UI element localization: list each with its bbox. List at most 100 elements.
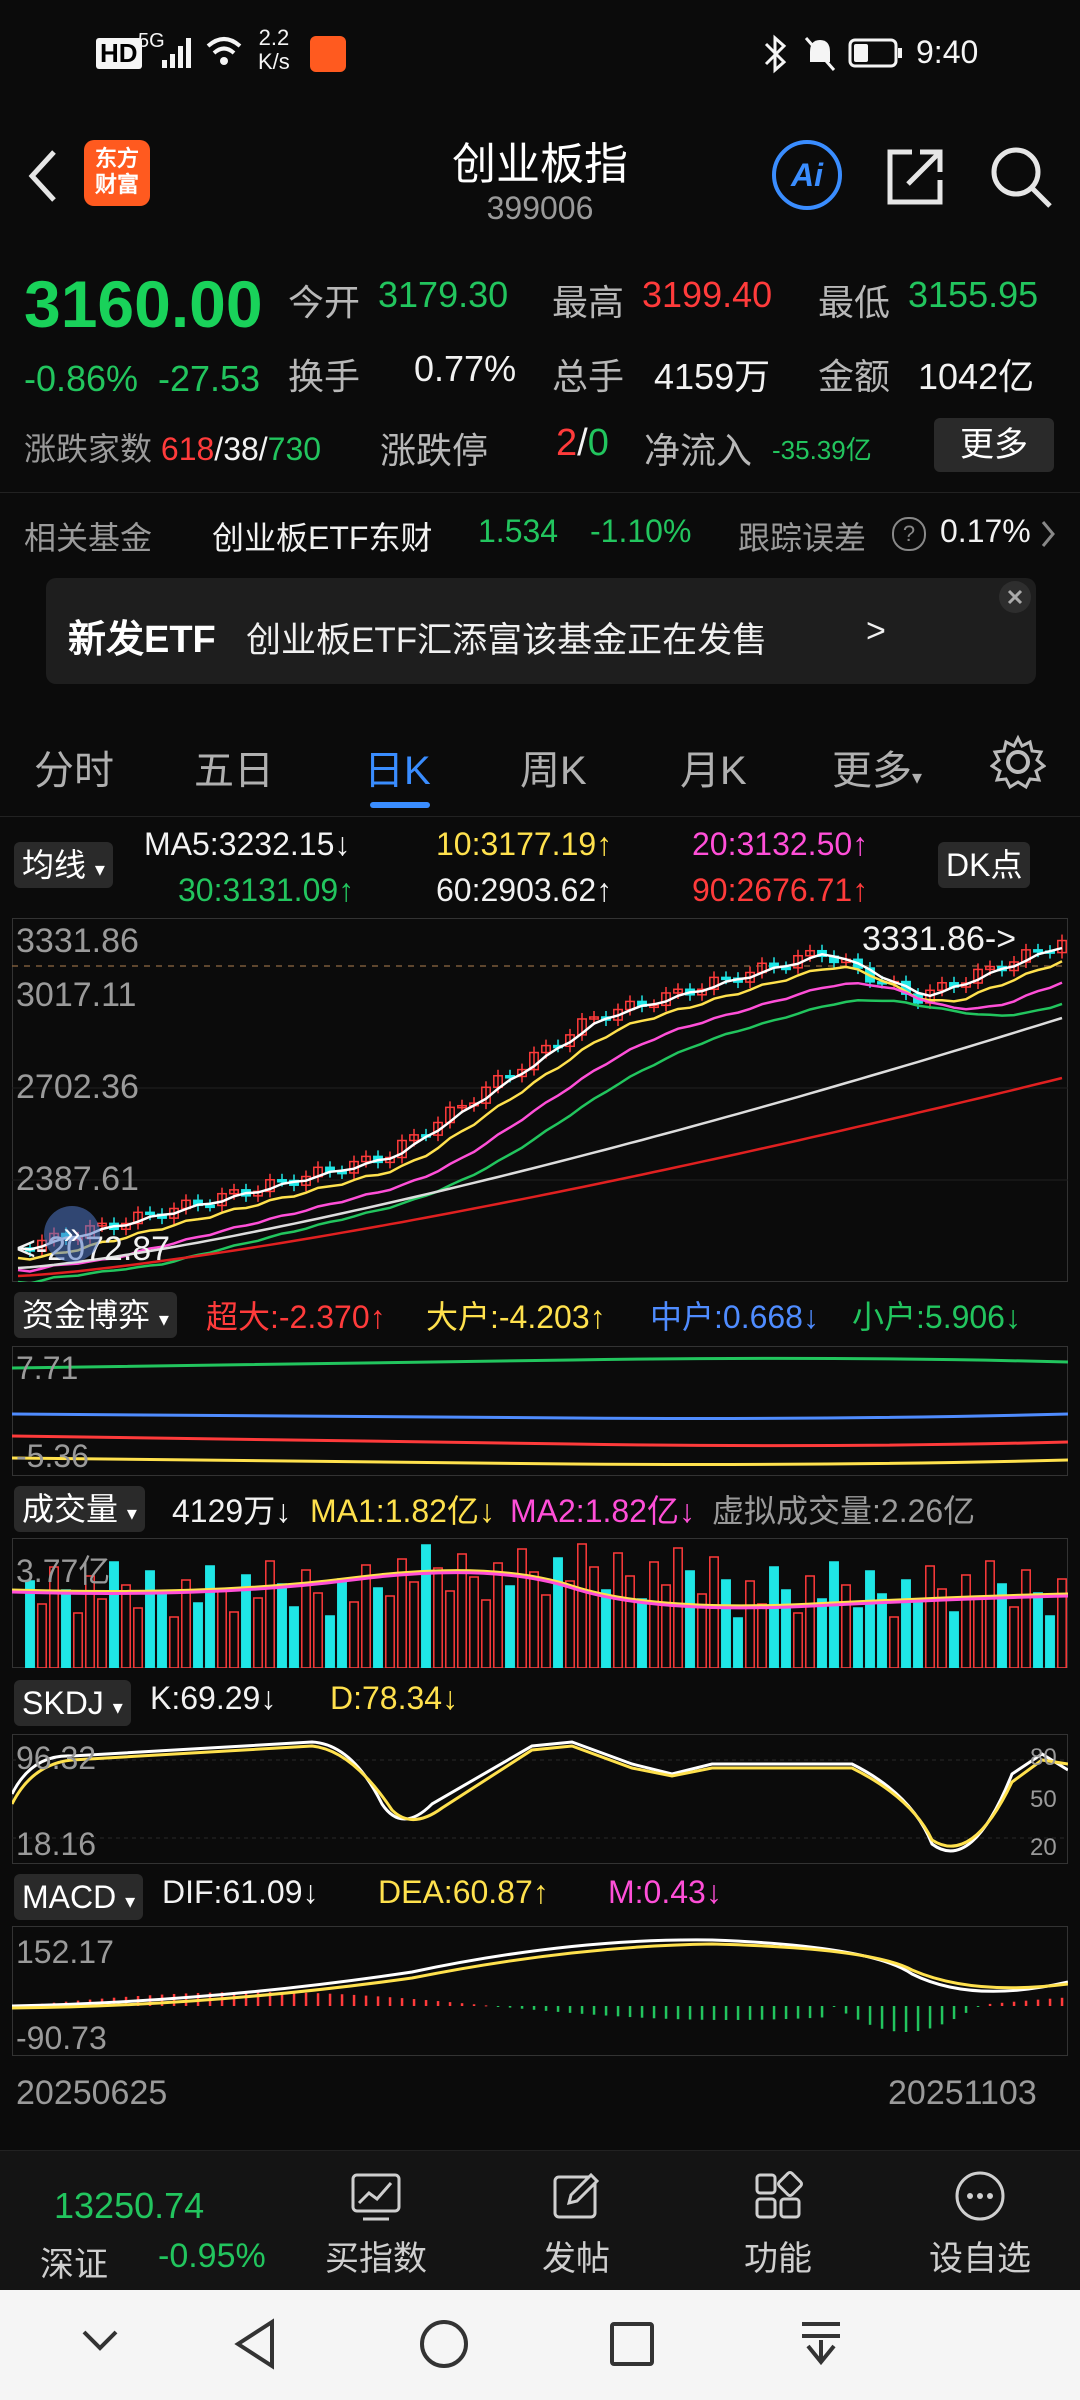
caret-down-icon: ▾ xyxy=(125,1891,136,1913)
ma20-legend: 20:3132.50↑ xyxy=(692,826,869,862)
macd-bar xyxy=(556,2006,560,2012)
volume-bar xyxy=(505,1585,515,1668)
volume-bar xyxy=(73,1612,83,1668)
volume-bar xyxy=(1021,1569,1031,1668)
volume-bar xyxy=(121,1584,131,1668)
dk-point-toggle[interactable]: DK点 xyxy=(938,842,1031,888)
macd-bar xyxy=(628,2006,632,2018)
macd-bar xyxy=(316,1993,320,2006)
moving-average-line-2 xyxy=(17,960,1063,1261)
caret-down-icon: ▾ xyxy=(912,767,923,789)
kline-chart[interactable] xyxy=(12,918,1068,1282)
volume-bar xyxy=(721,1579,731,1668)
nav-add-watchlist-label: 设自选 xyxy=(929,2240,1031,2278)
macd-bar xyxy=(784,2006,788,2020)
capital-chip-label: 资金博弈 xyxy=(22,1297,151,1333)
notification-pull-icon[interactable] xyxy=(796,2318,846,2370)
macd-bar xyxy=(256,1992,260,2006)
volume-bar xyxy=(469,1576,479,1668)
macd-bar xyxy=(832,2006,836,2007)
skdj-y-top: 96.32 xyxy=(16,1740,97,1776)
macd-bar xyxy=(904,2006,908,2032)
volume-bar xyxy=(385,1595,395,1668)
ma-chip-label: 均线 xyxy=(22,847,87,883)
ma5-legend: MA5:3232.15↓ xyxy=(144,826,351,862)
help-icon[interactable]: ? xyxy=(892,517,926,551)
tab-intraday[interactable]: 分时 xyxy=(34,749,114,793)
sz-index-value[interactable]: 13250.74 xyxy=(54,2185,205,2226)
volume-bar xyxy=(925,1565,935,1668)
macd-y-bottom: -90.73 xyxy=(16,2020,107,2056)
volume-bar xyxy=(529,1571,539,1668)
candle xyxy=(205,1204,215,1209)
tab-five-day[interactable]: 五日 xyxy=(194,749,274,793)
volume-bar xyxy=(145,1570,155,1668)
fund-price: 1.534 xyxy=(478,513,559,549)
super-large-legend: 超大:-2.370↑ xyxy=(206,1299,386,1335)
edit-icon xyxy=(553,2172,600,2219)
capital-selector[interactable]: 资金博弈 ▾ xyxy=(14,1292,177,1338)
network-type: 5G xyxy=(138,30,165,52)
volume-value: 4159万 xyxy=(654,356,771,397)
volume-bar xyxy=(841,1584,851,1668)
macd-bar xyxy=(988,2003,992,2006)
moving-average-line-3 xyxy=(17,981,1063,1273)
volume-bar xyxy=(493,1562,503,1668)
new-etf-banner[interactable]: 新发ETF 创业板ETF汇添富该基金正在发售 > xyxy=(46,578,1036,684)
nav-add-watchlist[interactable]: 设自选 xyxy=(910,2169,1050,2280)
tab-more[interactable]: 更多▾ xyxy=(832,738,922,796)
volume-bar xyxy=(37,1603,47,1668)
tab-weekly-k[interactable]: 周K xyxy=(520,749,587,793)
volume-ma1: MA1:1.82亿↓ xyxy=(310,1493,495,1529)
sz-index-name: 深证 xyxy=(40,2246,108,2284)
open-label: 今开 xyxy=(288,282,361,323)
back-triangle-icon[interactable] xyxy=(232,2318,278,2370)
hd-badge: HD xyxy=(96,38,142,69)
nav-buy-index[interactable]: 买指数 xyxy=(306,2169,446,2280)
macd-bar xyxy=(424,2000,428,2006)
volume-bar xyxy=(169,1616,179,1668)
search-icon[interactable] xyxy=(988,144,1054,210)
skdj-selector[interactable]: SKDJ ▾ xyxy=(14,1680,131,1726)
volume-bar xyxy=(709,1556,719,1668)
app-notification-icon xyxy=(310,36,346,72)
macd-bar xyxy=(892,2006,896,2032)
share-icon[interactable] xyxy=(884,144,948,208)
settings-gear-icon[interactable] xyxy=(990,734,1046,790)
volume-bar xyxy=(745,1580,755,1668)
home-circle-icon[interactable] xyxy=(418,2318,470,2370)
close-icon[interactable] xyxy=(998,580,1032,614)
nav-post[interactable]: 发帖 xyxy=(506,2169,646,2280)
back-icon[interactable] xyxy=(22,146,62,206)
collapse-chevron-icon[interactable] xyxy=(80,2326,120,2356)
candle xyxy=(361,1155,371,1163)
expand-icon[interactable]: » xyxy=(44,1206,100,1262)
candle xyxy=(673,988,683,994)
volume-bar xyxy=(1033,1592,1043,1668)
change-abs: -27.53 xyxy=(158,358,261,399)
volume-bar xyxy=(349,1601,359,1668)
volume-bar xyxy=(445,1590,455,1668)
macd-bar xyxy=(244,1992,248,2006)
volume-bar xyxy=(949,1611,959,1668)
recents-square-icon[interactable] xyxy=(608,2320,656,2368)
period-tabs: 分时 五日 日K 周K 月K 更多▾ xyxy=(0,710,1080,817)
y-label-3: 2702.36 xyxy=(16,1068,139,1106)
nav-functions[interactable]: 功能 xyxy=(708,2169,848,2280)
virtual-volume: 虚拟成交量:2.26亿 xyxy=(712,1493,976,1529)
dk-chip-label: DK点 xyxy=(946,847,1023,883)
more-button[interactable]: 更多 xyxy=(934,418,1054,472)
macd-bar xyxy=(436,2001,440,2006)
ai-assistant-button[interactable]: Ai xyxy=(772,140,842,210)
related-fund-row[interactable]: 相关基金 创业板ETF东财 1.534 -1.10% 跟踪误差 ? 0.17% xyxy=(0,492,1080,575)
tab-daily-k[interactable]: 日K xyxy=(364,749,431,793)
volume-selector[interactable]: 成交量 ▾ xyxy=(14,1486,145,1532)
macd-bar xyxy=(292,1992,296,2006)
macd-selector[interactable]: MACD ▾ xyxy=(14,1874,144,1920)
ma-selector[interactable]: 均线 ▾ xyxy=(14,842,113,888)
volume-bar xyxy=(61,1589,71,1668)
tab-monthly-k[interactable]: 月K xyxy=(680,749,747,793)
moving-average-line-4 xyxy=(18,998,1063,1282)
volume-bar xyxy=(277,1583,287,1668)
macd-bar xyxy=(520,2006,524,2009)
